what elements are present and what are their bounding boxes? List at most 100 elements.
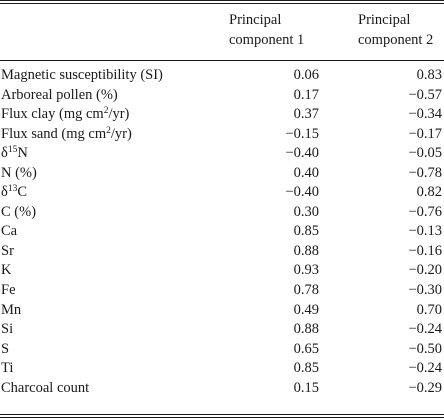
pc1-value: 0.93: [293, 262, 319, 279]
pc1-value: 0.88: [293, 242, 319, 259]
row-label: Ca: [1, 222, 17, 242]
pc1-value: 0.40: [293, 164, 319, 181]
header-pc2-line1: Principal: [358, 12, 411, 28]
row-label-text: Charcoal count: [1, 379, 90, 396]
pc2-value: −0.24: [408, 321, 442, 338]
table-row: Arboreal pollen (%) 0.17 −0.57: [0, 86, 444, 106]
row-label-text: Si: [1, 321, 14, 338]
pc1-value: 0.30: [293, 203, 319, 220]
row-label: K: [1, 261, 11, 281]
pc1-value: 0.15: [293, 379, 319, 396]
row-label-suffix: C: [17, 184, 28, 201]
row-label-superscript: 2: [103, 106, 109, 117]
pc2-value: −0.05: [408, 145, 442, 162]
pc1-value: 0.88: [293, 321, 319, 338]
row-label-suffix: /yr): [110, 125, 132, 142]
row-label-text: δ: [1, 145, 8, 162]
top-rule-outer: [0, 0, 444, 1]
row-label-suffix: /yr): [108, 106, 130, 123]
header-principal-component-1: Principal component 1: [229, 10, 329, 50]
table-row: Charcoal count 0.15 −0.29: [0, 379, 444, 399]
table-row: δ15N −0.40 −0.05: [0, 144, 444, 164]
header-pc1-line1: Principal: [229, 12, 282, 28]
table-row: N (%) 0.40 −0.78: [0, 164, 444, 184]
pc1-value: 0.85: [293, 360, 319, 377]
table-row: Flux clay (mg cm2/yr) 0.37 −0.34: [0, 105, 444, 125]
pc2-value: −0.76: [408, 203, 442, 220]
row-label: Si: [1, 320, 13, 340]
row-label: δ15N: [1, 144, 28, 164]
row-label-text: S: [1, 340, 10, 357]
pc2-value: −0.30: [408, 282, 442, 299]
header-principal-component-2: Principal component 2: [358, 10, 444, 50]
header-rule: [0, 60, 444, 61]
table-row: Ca 0.85 −0.13: [0, 222, 444, 242]
pc2-value: 0.70: [416, 301, 442, 318]
top-rule-inner: [0, 3, 444, 4]
row-label-superscript: 15: [7, 145, 18, 156]
row-label: N (%): [1, 164, 37, 184]
row-label: Charcoal count: [1, 379, 89, 399]
row-label: Flux sand (mg cm2/yr): [1, 125, 132, 145]
row-label-text: N (%): [1, 164, 37, 181]
table-row: Si 0.88 −0.24: [0, 320, 444, 340]
row-label: Flux clay (mg cm2/yr): [1, 105, 129, 125]
pc2-value: 0.83: [416, 67, 442, 83]
pc2-value: −0.34: [408, 106, 442, 123]
row-label-superscript: 13: [7, 184, 18, 195]
row-label-text: Flux clay (mg cm: [1, 106, 104, 123]
pc1-value: −0.40: [285, 145, 319, 162]
table-row: K 0.93 −0.20: [0, 261, 444, 281]
row-label-text: K: [1, 262, 12, 279]
row-label: Sr: [1, 242, 14, 262]
pc1-value: −0.40: [285, 184, 319, 201]
pc2-value: −0.24: [408, 360, 442, 377]
row-label-text: Sr: [1, 242, 14, 259]
row-label-text: Ti: [1, 360, 14, 377]
bottom-rule-outer: [0, 417, 444, 418]
pc2-value: −0.57: [408, 86, 442, 103]
pc2-value: −0.13: [408, 223, 442, 240]
pc2-value: −0.50: [408, 340, 442, 357]
row-label: S: [1, 340, 9, 360]
pc2-value: −0.29: [408, 379, 442, 396]
row-label-text: Flux sand (mg cm: [1, 125, 107, 142]
row-label: Fe: [1, 281, 16, 301]
row-label-suffix: N: [17, 145, 28, 162]
pc1-value: −0.15: [285, 125, 319, 142]
pc1-value: 0.37: [293, 106, 319, 123]
row-label-text: Fe: [1, 282, 16, 299]
table-row: Magnetic susceptibility (SI) 0.06 0.83: [0, 66, 444, 86]
row-label: C (%): [1, 203, 36, 223]
header-pc1-line2: component 1: [229, 32, 305, 48]
row-label-text: δ: [1, 184, 8, 201]
row-label: Ti: [1, 359, 13, 379]
row-label: Mn: [1, 301, 21, 321]
table-row: Flux sand (mg cm2/yr) −0.15 −0.17: [0, 125, 444, 145]
table-row: Sr 0.88 −0.16: [0, 242, 444, 262]
row-label: δ13C: [1, 183, 27, 203]
row-label-text: Mn: [1, 301, 22, 318]
pc2-value: 0.82: [416, 184, 442, 201]
pc1-value: 0.49: [293, 301, 319, 318]
pc1-value: 0.78: [293, 282, 319, 299]
row-label: Arboreal pollen (%): [1, 86, 118, 106]
row-label-text: C (%): [1, 203, 37, 220]
row-label-text: Magnetic susceptibility (SI): [1, 67, 163, 83]
pc1-value: 0.65: [293, 340, 319, 357]
table-row: Mn 0.49 0.70: [0, 301, 444, 321]
table-row: Fe 0.78 −0.30: [0, 281, 444, 301]
row-label: Magnetic susceptibility (SI): [1, 66, 163, 86]
pc2-value: −0.20: [408, 262, 442, 279]
bottom-rule-inner: [0, 414, 444, 415]
row-label-text: Arboreal pollen (%): [1, 86, 118, 103]
table-row: Ti 0.85 −0.24: [0, 359, 444, 379]
pc1-value: 0.85: [293, 223, 319, 240]
table-row: S 0.65 −0.50: [0, 340, 444, 360]
row-label-superscript: 2: [106, 125, 111, 136]
pc1-value: 0.06: [293, 67, 319, 83]
table-body: Magnetic susceptibility (SI) 0.06 0.83 Arbo…: [0, 66, 444, 398]
header-pc2-line2: component 2: [358, 32, 434, 48]
pc1-value: 0.17: [293, 86, 319, 103]
